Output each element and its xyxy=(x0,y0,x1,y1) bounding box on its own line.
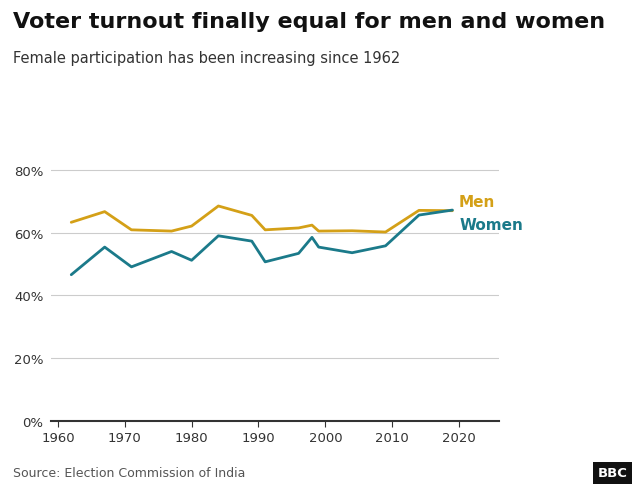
Text: Women: Women xyxy=(459,217,523,232)
Text: Source: Election Commission of India: Source: Election Commission of India xyxy=(13,466,245,479)
Text: Voter turnout finally equal for men and women: Voter turnout finally equal for men and … xyxy=(13,12,605,32)
Text: Female participation has been increasing since 1962: Female participation has been increasing… xyxy=(13,51,400,66)
Text: Men: Men xyxy=(459,195,495,210)
Text: BBC: BBC xyxy=(597,466,627,479)
